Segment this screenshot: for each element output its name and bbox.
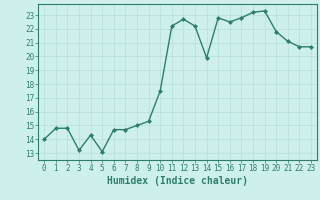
X-axis label: Humidex (Indice chaleur): Humidex (Indice chaleur) bbox=[107, 176, 248, 186]
